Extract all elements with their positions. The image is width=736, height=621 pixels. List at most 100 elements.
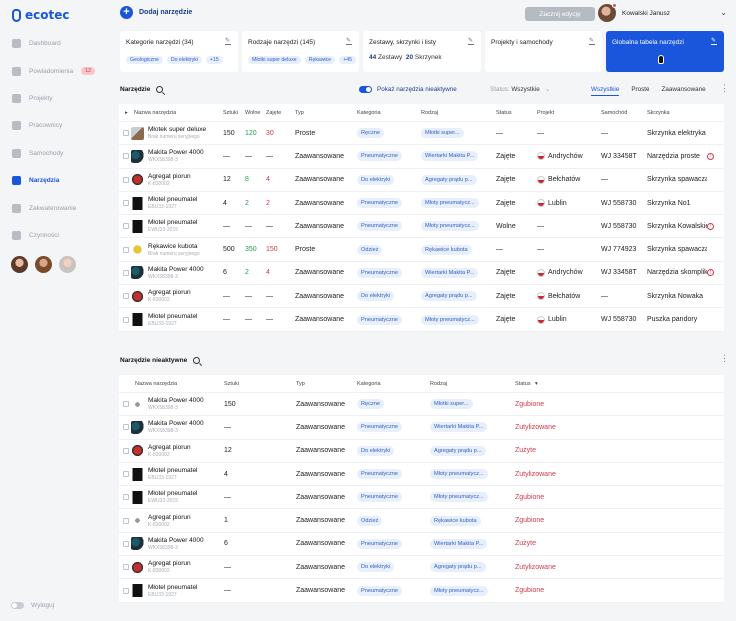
kind-chip[interactable]: Agregaty prądu p... bbox=[430, 562, 486, 573]
row-checkbox[interactable] bbox=[123, 494, 129, 501]
table-row[interactable]: Makita Power 4000 WKX58398-3 6 Zaawansowane… bbox=[119, 533, 724, 557]
card-projects-cars[interactable]: Projekty i samochody ✎ bbox=[485, 31, 602, 72]
table-row[interactable]: Młotel pneumatel EBU33-1927 4 2 2 Zaawansowan… bbox=[119, 192, 724, 216]
card-categories[interactable]: Kategorie narzędzi (34) ✎ Geologiczne Do… bbox=[120, 31, 238, 72]
column-header[interactable]: Status bbox=[515, 380, 531, 387]
row-checkbox[interactable] bbox=[123, 293, 129, 300]
row-checkbox[interactable] bbox=[123, 269, 129, 276]
row-checkbox[interactable] bbox=[123, 471, 129, 478]
row-checkbox[interactable] bbox=[123, 130, 129, 137]
row-checkbox[interactable] bbox=[123, 447, 129, 454]
table-row[interactable]: Agregat piorun K-830002 12 Zaawansowane Do e… bbox=[119, 440, 724, 463]
column-header[interactable]: Kategoria bbox=[357, 109, 381, 116]
edit-icon[interactable]: ✎ bbox=[589, 38, 595, 45]
table-row[interactable]: Agregat piorun K-830002 1 Zaawansowane Odzie… bbox=[119, 509, 724, 533]
tool-name[interactable]: Młotel pneumatel bbox=[148, 467, 198, 475]
category-chip[interactable]: Pneumatyczne bbox=[357, 267, 403, 278]
edit-icon[interactable]: ✎ bbox=[346, 38, 352, 45]
table-row[interactable]: Makita Power 4000 WKX58398-3 — — — Zaawansowa… bbox=[119, 145, 724, 169]
sidebar-item-4[interactable]: Samochody bbox=[0, 140, 104, 167]
table-row[interactable]: Makita Power 4000 WKX58398-3 150 Zaawansowa… bbox=[119, 393, 724, 417]
tab-advanced[interactable]: Zaawansowane bbox=[661, 86, 706, 93]
kind-chip[interactable]: Rękawice kubota bbox=[430, 515, 481, 526]
table-row[interactable]: Młotek super deluxe Brak numeru seryjnego… bbox=[119, 122, 724, 146]
category-chip[interactable]: Do elektryki bbox=[357, 291, 395, 302]
tool-name[interactable]: Młotel pneumatel bbox=[148, 219, 198, 227]
kind-chip[interactable]: Wiertarki Makita P... bbox=[421, 267, 479, 278]
row-checkbox[interactable] bbox=[123, 200, 129, 207]
search-icon[interactable] bbox=[156, 86, 164, 93]
edit-icon[interactable]: ✎ bbox=[711, 38, 717, 45]
column-header[interactable]: Nazwa narzędzia bbox=[135, 380, 178, 387]
category-chip[interactable]: Pneumatyczne bbox=[357, 314, 403, 325]
row-checkbox[interactable] bbox=[123, 176, 129, 183]
table-row[interactable]: Młotel pneumatel EBU33-1927 — — — Zaawansowan… bbox=[119, 308, 724, 332]
row-checkbox[interactable] bbox=[123, 564, 129, 571]
column-header[interactable]: Typ bbox=[295, 109, 304, 116]
sort-down-icon[interactable]: ▾ bbox=[535, 380, 538, 387]
tool-name[interactable]: Makita Power 4000 bbox=[148, 397, 204, 405]
more-options-icon[interactable]: ⋮ bbox=[720, 83, 729, 93]
show-inactive-filter[interactable]: Pokaż narzędzia nieaktywne bbox=[359, 86, 457, 93]
kind-chip[interactable]: Młotki super... bbox=[430, 399, 473, 410]
sidebar-item-7[interactable]: Czynności bbox=[0, 222, 104, 249]
column-header[interactable]: Wolne bbox=[245, 109, 261, 116]
column-header[interactable]: Typ bbox=[296, 380, 305, 387]
sidebar-item-2[interactable]: Projekty bbox=[0, 85, 104, 112]
tool-name[interactable]: Agregat piorun bbox=[148, 443, 191, 451]
project-name[interactable]: Bełchatów bbox=[548, 292, 581, 300]
table-row[interactable]: Młotel pneumatel EWU33-2015 — — — Zaawansowan… bbox=[119, 215, 724, 239]
row-checkbox[interactable] bbox=[123, 540, 129, 547]
category-chip[interactable]: Ręczne bbox=[357, 128, 384, 139]
table-row[interactable]: Agregat piorun K-830002 — Zaawansowane Do el… bbox=[119, 556, 724, 580]
tool-name[interactable]: Makita Power 4000 bbox=[148, 536, 204, 544]
table-row[interactable]: Agregat piorun K-830002 12 8 4 Zaawansowane Do… bbox=[119, 169, 724, 192]
more-options-icon[interactable]: ⋮ bbox=[720, 353, 729, 363]
column-header[interactable]: Rodzaj bbox=[430, 380, 448, 387]
kind-chip[interactable]: Młoty pneumatycz... bbox=[430, 469, 488, 480]
start-edit-button[interactable]: Zacznij edycję bbox=[525, 7, 595, 21]
show-inactive-toggle[interactable] bbox=[359, 86, 372, 93]
user-menu[interactable]: Kowalski Janusz bbox=[598, 3, 670, 22]
category-chip[interactable]: Pneumatyczne bbox=[357, 198, 403, 209]
card-global-table[interactable]: Globalna tabela narzędzi ✎ bbox=[606, 31, 724, 72]
edit-icon[interactable]: ✎ bbox=[225, 38, 231, 45]
project-name[interactable]: Andrychów bbox=[548, 269, 583, 277]
sidebar-item-5[interactable]: Narzędzia bbox=[0, 167, 104, 194]
category-chip[interactable]: Ręczne bbox=[357, 399, 384, 410]
tool-name[interactable]: Makita Power 4000 bbox=[148, 149, 204, 157]
tool-name[interactable]: Makita Power 4000 bbox=[148, 265, 204, 273]
sidebar-item-0[interactable]: Dashboard bbox=[0, 30, 104, 57]
row-checkbox[interactable] bbox=[123, 401, 129, 408]
kind-chip[interactable]: Młoty pneumatycz... bbox=[421, 221, 479, 232]
row-checkbox[interactable] bbox=[123, 587, 129, 594]
category-chip[interactable]: Do elektryki bbox=[357, 174, 395, 185]
row-checkbox[interactable] bbox=[123, 246, 129, 253]
row-checkbox[interactable] bbox=[123, 153, 129, 160]
column-header[interactable]: Nazwa narzędzia bbox=[134, 109, 177, 116]
project-name[interactable]: Andrychów bbox=[548, 152, 583, 160]
category-chip[interactable]: Pneumatyczne bbox=[357, 538, 403, 549]
tag[interactable]: Młotki super deluxe bbox=[248, 56, 301, 64]
edit-icon[interactable]: ✎ bbox=[468, 38, 474, 45]
column-header[interactable]: Sztuki bbox=[224, 380, 239, 387]
kind-chip[interactable]: Wiertarki Makita P... bbox=[430, 538, 488, 549]
avatar[interactable] bbox=[59, 256, 76, 273]
kind-chip[interactable]: Agregaty prądu p... bbox=[421, 291, 477, 302]
add-tool-button[interactable]: + Dodaj narzędzie bbox=[120, 6, 192, 19]
column-header[interactable]: Projekt bbox=[537, 109, 555, 116]
table-row[interactable]: Agregat piorun K-830002 — — — Zaawansowane Do … bbox=[119, 285, 724, 309]
kind-chip[interactable]: Młoty pneumatycz... bbox=[430, 585, 488, 596]
row-checkbox[interactable] bbox=[123, 223, 129, 230]
tool-name[interactable]: Młotel pneumatel bbox=[148, 490, 198, 498]
tool-name[interactable]: Rękawice kubota bbox=[148, 242, 198, 250]
tag[interactable]: Do elektryki bbox=[166, 56, 202, 64]
category-chip[interactable]: Do elektryki bbox=[357, 562, 395, 573]
avatar[interactable] bbox=[35, 256, 52, 273]
kind-chip[interactable]: Rękawice kubota bbox=[421, 244, 472, 255]
column-header[interactable]: Samochód bbox=[601, 109, 628, 116]
table-row[interactable]: Młotel pneumatel EWU33-2015 — Zaawansowane P… bbox=[119, 486, 724, 510]
category-chip[interactable]: Pneumatyczne bbox=[357, 492, 403, 503]
sidebar-item-6[interactable]: Zakwaterowanie bbox=[0, 194, 104, 221]
row-checkbox[interactable] bbox=[123, 424, 129, 431]
